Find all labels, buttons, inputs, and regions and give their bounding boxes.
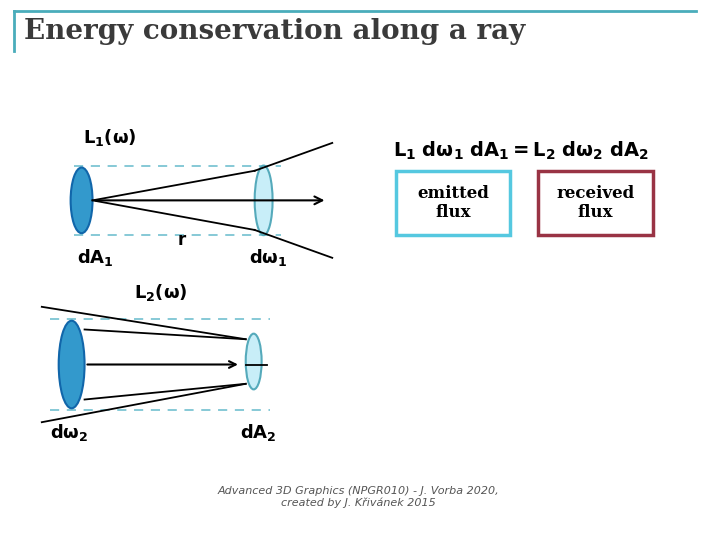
Text: $\mathbf{d\omega_1}$: $\mathbf{d\omega_1}$ [249,247,288,268]
Ellipse shape [246,334,261,389]
Text: $\mathbf{d\omega_2}$: $\mathbf{d\omega_2}$ [50,422,88,443]
Text: $\mathbf{L_2(\omega)}$: $\mathbf{L_2(\omega)}$ [135,282,188,303]
Ellipse shape [255,166,273,235]
Text: Advanced 3D Graphics (NPGR010) - J. Vorba 2020,
created by J. Křivánek 2015: Advanced 3D Graphics (NPGR010) - J. Vorb… [217,485,499,508]
Text: $\mathbf{dA_2}$: $\mathbf{dA_2}$ [240,422,277,443]
Text: received
flux: received flux [557,185,634,221]
Ellipse shape [59,321,84,408]
Text: emitted
flux: emitted flux [417,185,489,221]
Text: $\mathbf{L_1(\omega)}$: $\mathbf{L_1(\omega)}$ [83,127,136,147]
Text: Energy conservation along a ray: Energy conservation along a ray [24,18,525,45]
Text: $\mathbf{dA_1}$: $\mathbf{dA_1}$ [76,247,114,268]
Text: $\mathbf{r}$: $\mathbf{r}$ [178,231,188,249]
FancyBboxPatch shape [396,171,510,235]
Ellipse shape [71,167,92,233]
FancyBboxPatch shape [538,171,652,235]
Text: $\mathbf{L_1\ d\omega_1\ dA_1 = L_2\ d\omega_2\ dA_2}$: $\mathbf{L_1\ d\omega_1\ dA_1 = L_2\ d\o… [393,139,649,162]
